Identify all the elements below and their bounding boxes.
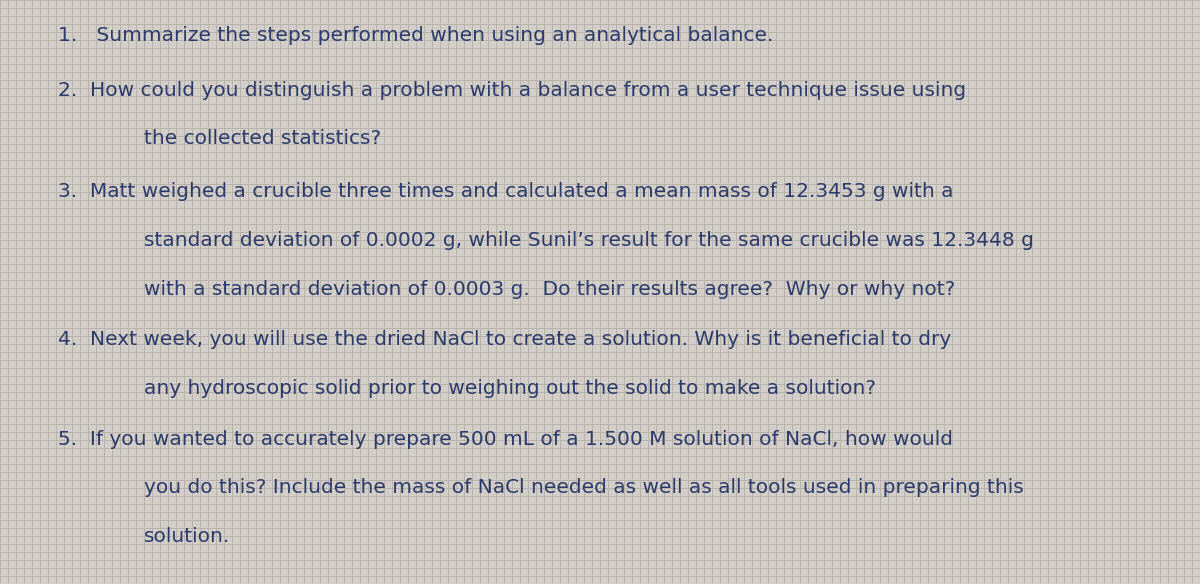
Text: 4.  Next week, you will use the dried NaCl to create a solution. Why is it benef: 4. Next week, you will use the dried NaC…: [58, 331, 950, 349]
Text: 5.  If you wanted to accurately prepare 500 mL of a 1.500 M solution of NaCl, ho: 5. If you wanted to accurately prepare 5…: [58, 430, 953, 449]
Text: standard deviation of 0.0002 g, while Sunil’s result for the same crucible was 1: standard deviation of 0.0002 g, while Su…: [144, 231, 1034, 250]
Text: you do this? Include the mass of NaCl needed as well as all tools used in prepar: you do this? Include the mass of NaCl ne…: [144, 478, 1024, 497]
Text: with a standard deviation of 0.0003 g.  Do their results agree?  Why or why not?: with a standard deviation of 0.0003 g. D…: [144, 280, 955, 298]
Text: the collected statistics?: the collected statistics?: [144, 130, 382, 148]
Text: 3.  Matt weighed a crucible three times and calculated a mean mass of 12.3453 g : 3. Matt weighed a crucible three times a…: [58, 182, 953, 201]
Text: 1.   Summarize the steps performed when using an analytical balance.: 1. Summarize the steps performed when us…: [58, 26, 773, 44]
Text: any hydroscopic solid prior to weighing out the solid to make a solution?: any hydroscopic solid prior to weighing …: [144, 379, 876, 398]
Text: solution.: solution.: [144, 527, 230, 545]
Text: 2.  How could you distinguish a problem with a balance from a user technique iss: 2. How could you distinguish a problem w…: [58, 81, 966, 100]
